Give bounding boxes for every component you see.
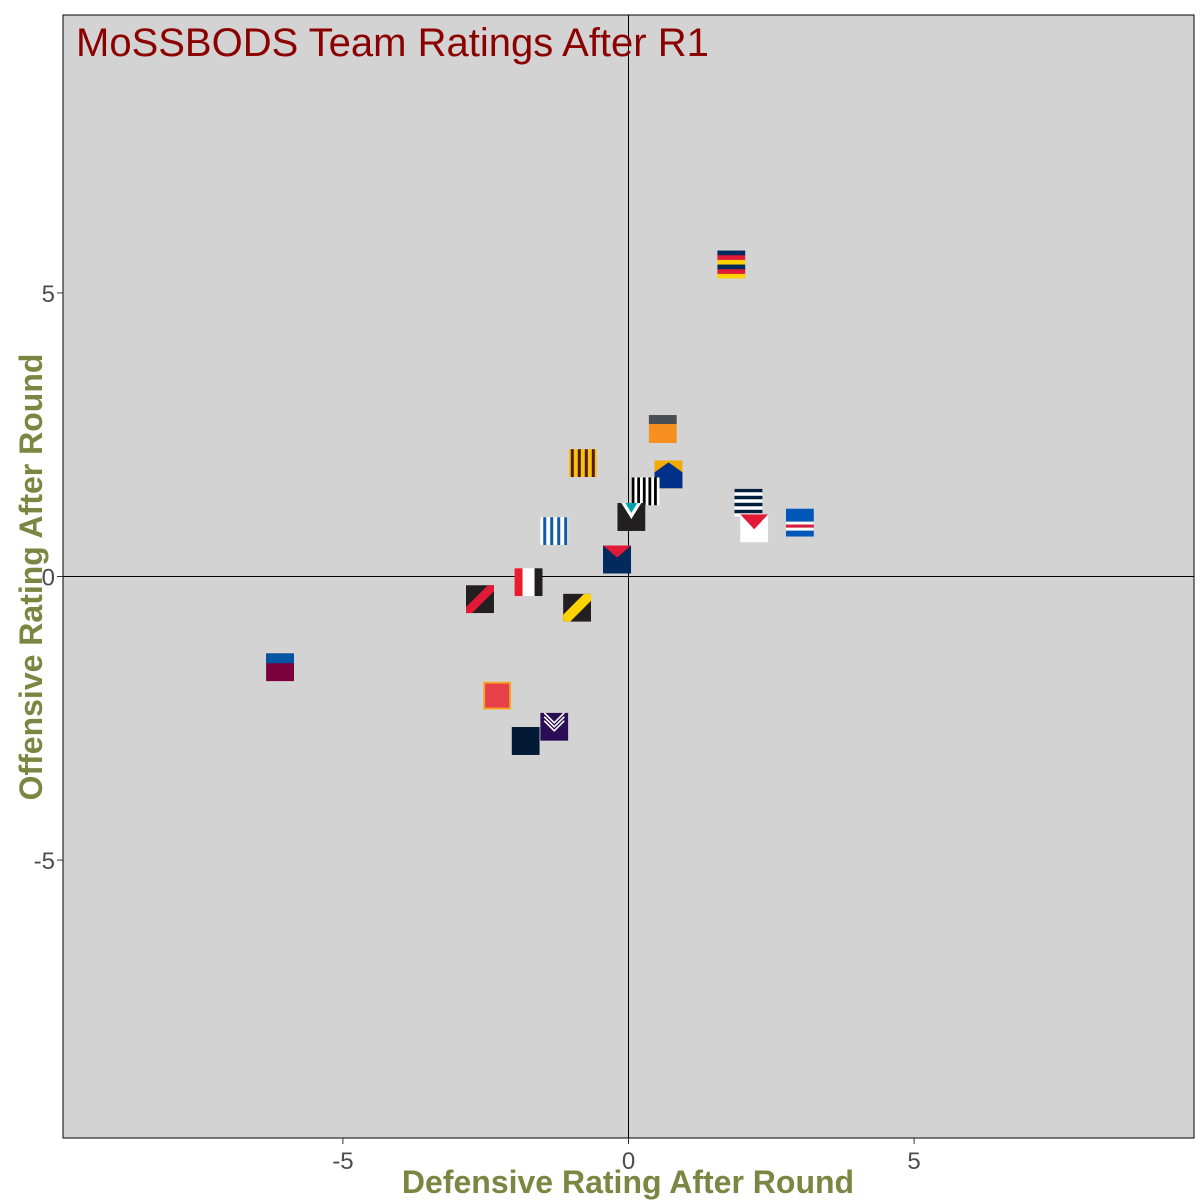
gws-icon: [648, 415, 677, 444]
y-tick-label: -5: [34, 848, 55, 875]
sydney-icon: [740, 514, 769, 543]
brisbane-icon: [266, 653, 295, 682]
geelong-icon: [734, 488, 763, 517]
collingwood-icon: [631, 477, 660, 506]
y-tick-label: 5: [42, 281, 55, 308]
north-melbourne-icon: [540, 517, 569, 546]
team-markers: [266, 250, 814, 755]
port-adelaide-marker: [617, 502, 646, 531]
port-adelaide-icon: [617, 502, 646, 531]
geelong-marker: [734, 488, 763, 517]
melbourne-marker: [603, 545, 632, 574]
adelaide-marker: [717, 250, 746, 279]
y-axis-ticks: -5 0 5: [34, 281, 63, 875]
x-tick-label: 5: [907, 1148, 920, 1175]
essendon-icon: [465, 585, 494, 614]
reference-lines: [63, 15, 1194, 1138]
fremantle-marker: [540, 712, 569, 741]
x-tick-label: -5: [332, 1148, 353, 1175]
y-axis-title: Offensive Rating After Round: [13, 354, 49, 801]
richmond-icon: [563, 593, 592, 622]
melbourne-icon: [603, 545, 632, 574]
western-bulldogs-icon: [785, 508, 814, 537]
brisbane-marker: [266, 653, 295, 682]
collingwood-marker: [631, 477, 660, 506]
x-axis-ticks: -5 0 5: [332, 1138, 921, 1175]
fremantle-icon: [540, 712, 569, 741]
x-axis-title: Defensive Rating After Round: [402, 1164, 854, 1200]
gold-coast-marker: [483, 681, 512, 710]
hawthorn-marker: [568, 449, 597, 478]
x-tick-label: 0: [622, 1148, 635, 1175]
carlton-icon: [511, 726, 540, 755]
y-tick-label: 0: [42, 565, 55, 592]
western-bulldogs-marker: [785, 508, 814, 537]
sydney-marker: [740, 514, 769, 543]
hawthorn-icon: [568, 449, 597, 478]
essendon-marker: [465, 585, 494, 614]
richmond-marker: [563, 593, 592, 622]
chart-title: MoSSBODS Team Ratings After R1: [76, 21, 709, 65]
gold-coast-icon: [483, 681, 512, 710]
adelaide-icon: [717, 250, 746, 279]
north-melbourne-marker: [540, 517, 569, 546]
carlton-marker: [511, 726, 540, 755]
st-kilda-icon: [514, 568, 543, 597]
st-kilda-marker: [514, 568, 543, 597]
gws-marker: [648, 415, 677, 444]
